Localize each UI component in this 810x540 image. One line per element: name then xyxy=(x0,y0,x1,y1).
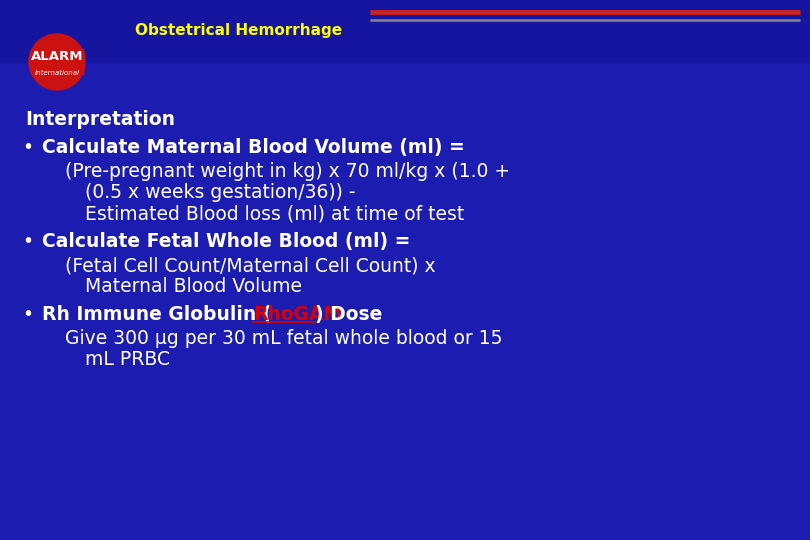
Text: •: • xyxy=(22,138,33,157)
Text: ) Dose: ) Dose xyxy=(315,305,382,324)
Text: •: • xyxy=(22,232,33,251)
Text: Interpretation: Interpretation xyxy=(25,110,175,129)
Text: ALARM: ALARM xyxy=(31,50,83,63)
Text: mL PRBC: mL PRBC xyxy=(85,350,170,369)
Text: RhoGAM: RhoGAM xyxy=(253,305,343,324)
Text: International: International xyxy=(35,70,79,76)
Text: Rh Immune Globulin (: Rh Immune Globulin ( xyxy=(42,305,271,324)
Text: (Fetal Cell Count/Maternal Cell Count) x: (Fetal Cell Count/Maternal Cell Count) x xyxy=(65,256,436,275)
Text: Give 300 μg per 30 mL fetal whole blood or 15: Give 300 μg per 30 mL fetal whole blood … xyxy=(65,329,502,348)
Text: Obstetrical Hemorrhage: Obstetrical Hemorrhage xyxy=(135,24,342,38)
Text: Calculate Fetal Whole Blood (ml) =: Calculate Fetal Whole Blood (ml) = xyxy=(42,232,411,251)
Text: (Pre-pregnant weight in kg) x 70 ml/kg x (1.0 +: (Pre-pregnant weight in kg) x 70 ml/kg x… xyxy=(65,162,510,181)
Text: Maternal Blood Volume: Maternal Blood Volume xyxy=(85,277,302,296)
Text: Calculate Maternal Blood Volume (ml) =: Calculate Maternal Blood Volume (ml) = xyxy=(42,138,465,157)
Text: (0.5 x weeks gestation/36)) -: (0.5 x weeks gestation/36)) - xyxy=(85,183,356,202)
Circle shape xyxy=(29,34,85,90)
Text: •: • xyxy=(22,305,33,324)
Text: Estimated Blood loss (ml) at time of test: Estimated Blood loss (ml) at time of tes… xyxy=(85,204,464,223)
Bar xyxy=(0,0,810,62)
